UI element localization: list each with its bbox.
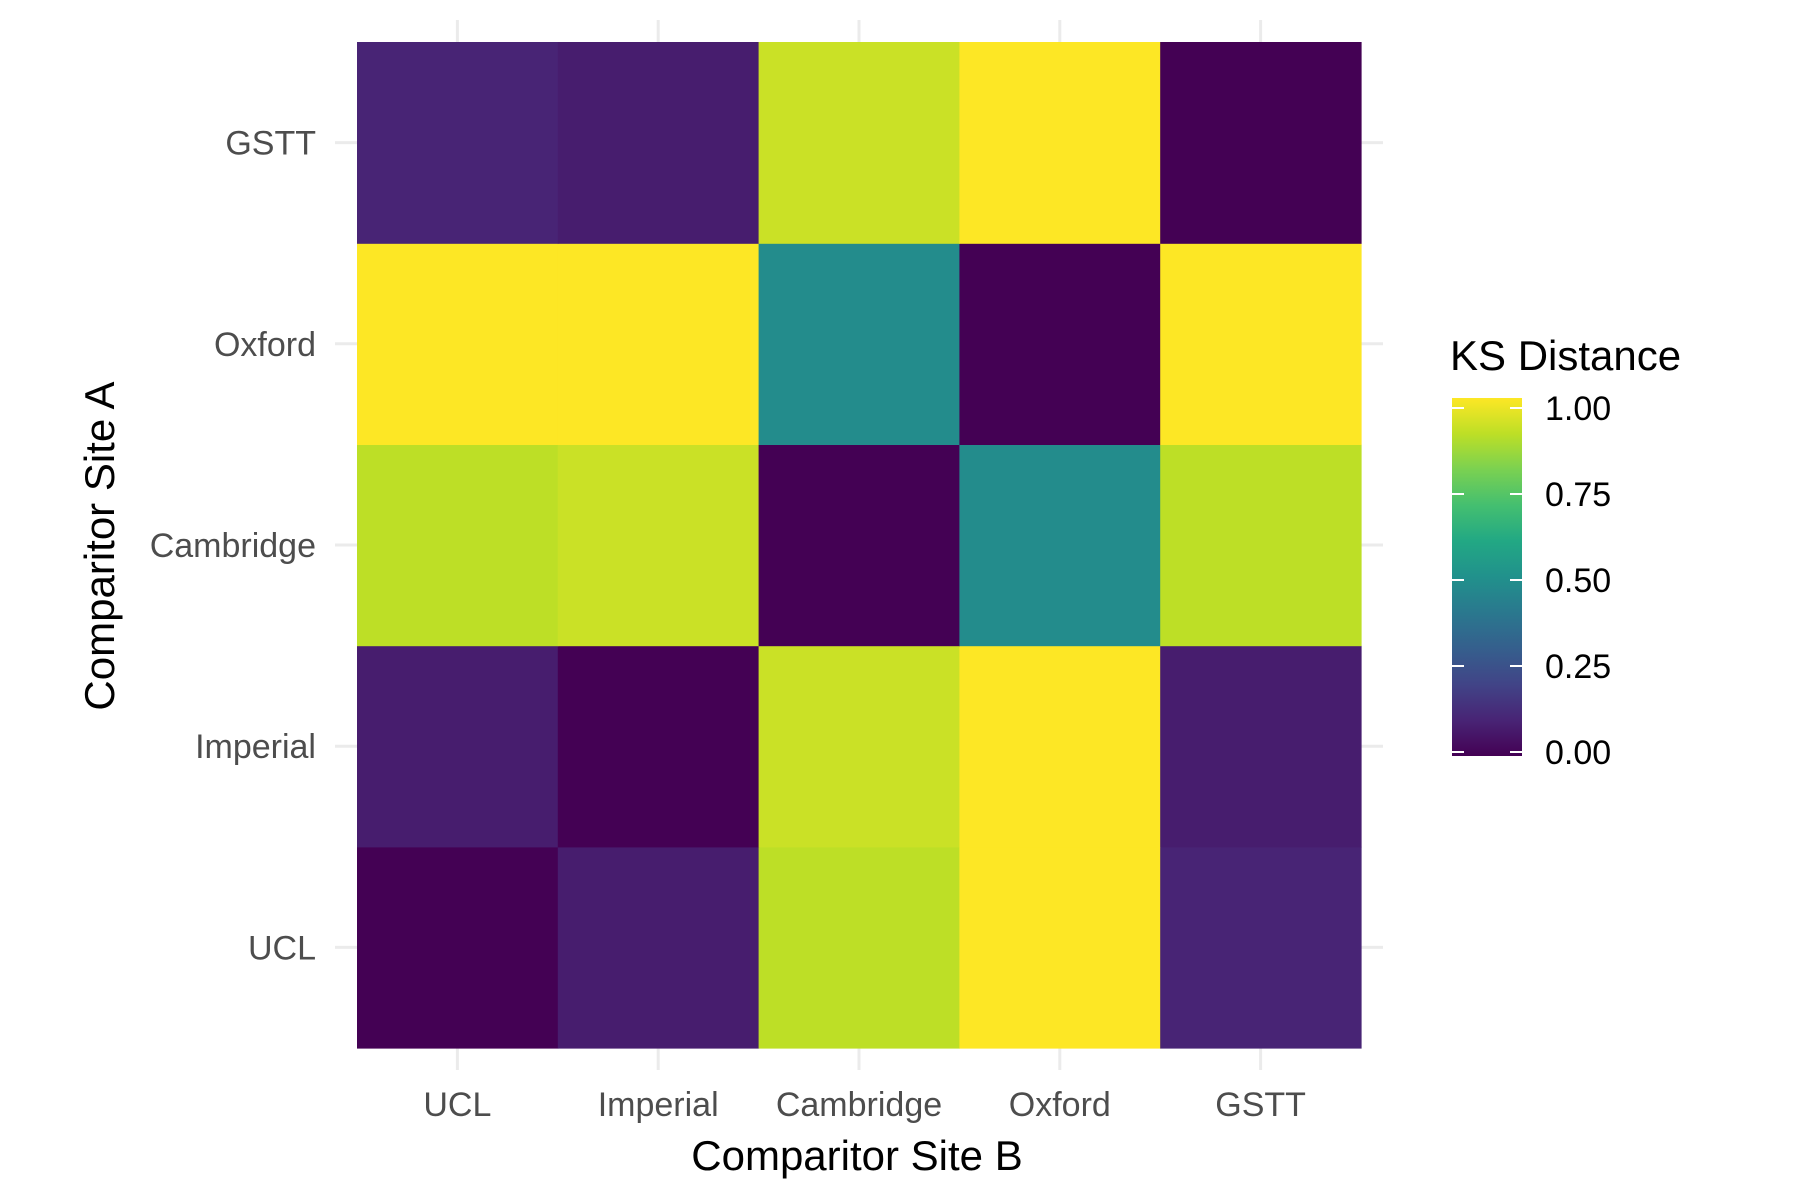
legend-tick-label: 0.50: [1545, 562, 1611, 600]
heatmap-cell: [758, 243, 960, 445]
y-tick-label: GSTT: [225, 125, 316, 163]
y-axis-ticks: UCL Imperial Cambridge Oxford GSTT: [150, 125, 316, 968]
y-tick-label: Cambridge: [150, 527, 316, 565]
heatmap-cell: [557, 846, 760, 1049]
y-tick-label: Oxford: [214, 326, 316, 364]
heatmap-cell: [959, 645, 1161, 848]
y-tick-label: Imperial: [195, 728, 316, 766]
heatmap-cell: [959, 42, 1161, 244]
heatmap-cell: [758, 846, 960, 1049]
legend-tick-label: 0.25: [1545, 648, 1611, 686]
color-legend: KS Distance 0.00 0.25 0.50 0.75 1.00: [1450, 332, 1681, 772]
x-axis-ticks: UCL Imperial Cambridge Oxford GSTT: [423, 1086, 1306, 1124]
y-tick-label: UCL: [248, 929, 316, 967]
heatmap-cell: [1160, 645, 1362, 848]
heatmap-cell: [557, 645, 760, 848]
heatmap-cell: [557, 42, 760, 244]
heatmap-cell: [959, 846, 1161, 1049]
legend-tick-label: 0.75: [1545, 476, 1611, 514]
heatmap-cell: [959, 243, 1161, 445]
x-tick-label: Imperial: [598, 1086, 719, 1124]
legend-tick-label: 0.00: [1545, 734, 1611, 772]
heatmap-cell: [357, 846, 559, 1049]
legend-colorbar: [1452, 398, 1522, 756]
x-tick-label: Oxford: [1009, 1086, 1111, 1124]
heatmap-cell: [1160, 243, 1362, 445]
x-tick-label: GSTT: [1215, 1086, 1306, 1124]
x-tick-label: UCL: [423, 1086, 491, 1124]
heatmap-cell: [357, 42, 559, 244]
heatmap-cell: [758, 645, 960, 848]
heatmap-cell: [1160, 444, 1362, 647]
x-axis-title: Comparitor Site B: [691, 1132, 1022, 1179]
heatmap-cell: [758, 444, 960, 647]
heatmap-cell: [959, 444, 1161, 647]
heatmap-cell: [357, 645, 559, 848]
heatmap-cell: [557, 243, 760, 445]
heatmap-cell: [1160, 42, 1362, 244]
legend-ticks: 0.00 0.25 0.50 0.75 1.00: [1452, 390, 1611, 772]
y-axis-title: Comparitor Site A: [76, 381, 123, 710]
heatmap-cell: [758, 42, 960, 244]
legend-title: KS Distance: [1450, 332, 1681, 379]
heatmap-cell: [1160, 846, 1362, 1049]
heatmap-cells: [357, 42, 1362, 1049]
heatmap-cell: [357, 243, 559, 445]
heatmap-cell: [357, 444, 559, 647]
legend-tick-label: 1.00: [1545, 390, 1611, 428]
heatmap-cell: [557, 444, 760, 647]
x-tick-label: Cambridge: [776, 1086, 942, 1124]
